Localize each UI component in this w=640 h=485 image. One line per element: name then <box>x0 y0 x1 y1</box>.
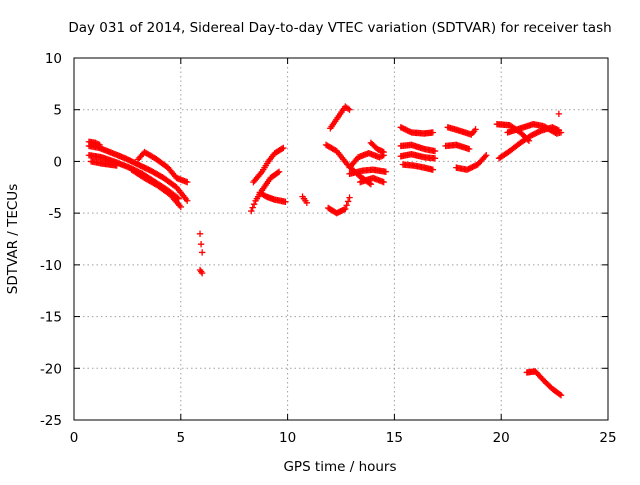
data-point-marker <box>197 240 205 248</box>
data-point-marker <box>249 204 256 211</box>
data-point-marker <box>431 147 439 155</box>
y-tick-label: -20 <box>40 361 62 377</box>
data-point-marker <box>303 199 311 206</box>
x-tick-label: 20 <box>493 430 510 446</box>
data-point-marker <box>376 154 383 161</box>
data-point-marker <box>196 230 204 238</box>
data-point-marker <box>257 170 264 177</box>
data-point-marker <box>481 153 489 160</box>
data-point-marker <box>198 249 206 256</box>
data-point-marker <box>346 106 353 113</box>
data-point-marker <box>280 144 287 152</box>
data-point-marker <box>113 162 120 169</box>
y-tick-label: 5 <box>53 103 62 119</box>
data-point-marker <box>380 178 387 186</box>
data-point-marker <box>275 168 283 175</box>
data-point-marker <box>380 148 387 156</box>
data-point-marker <box>429 166 437 173</box>
y-tick-label: 10 <box>45 51 62 67</box>
y-tick-label: -10 <box>40 258 62 274</box>
x-tick-label: 15 <box>386 430 403 446</box>
data-point-marker <box>465 145 473 153</box>
data-point-marker <box>472 126 479 133</box>
data-point-marker <box>274 169 282 176</box>
data-point-marker <box>282 198 289 205</box>
y-tick-label: -15 <box>40 310 62 326</box>
data-point-marker <box>93 140 100 147</box>
chart-title: Day 031 of 2014, Sidereal Day-to-day VTE… <box>68 20 611 36</box>
x-tick-label: 25 <box>599 430 616 446</box>
data-point-marker <box>198 269 206 277</box>
data-point-marker <box>95 140 102 148</box>
data-point-marker <box>557 129 565 136</box>
data-point-marker <box>483 152 490 159</box>
y-tick-label: 0 <box>53 154 62 170</box>
data-point-marker <box>342 205 349 213</box>
data-point-marker <box>197 268 205 275</box>
x-tick-label: 0 <box>70 430 79 446</box>
data-point-marker <box>346 194 353 201</box>
data-point-marker <box>429 129 437 136</box>
data-point-marker <box>367 180 375 188</box>
data-point-marker <box>278 145 286 152</box>
axis-ticks: 0 5 10 15 20 25 -25 -20 -15 -10 -5 0 5 10 <box>40 51 617 446</box>
data-point-marker <box>377 153 385 160</box>
x-tick-label: 10 <box>279 430 296 446</box>
data-point-marker <box>248 207 255 215</box>
data-points <box>85 103 565 399</box>
data-point-marker <box>343 202 350 209</box>
x-axis-label: GPS time / hours <box>283 459 396 475</box>
data-point-marker <box>96 141 103 149</box>
y-tick-label: -25 <box>40 413 62 429</box>
data-point-marker <box>344 198 352 205</box>
data-point-marker <box>557 391 565 399</box>
data-point-marker <box>92 139 99 147</box>
data-point-marker <box>184 178 191 186</box>
plot-frame <box>73 57 609 421</box>
data-point-marker <box>431 155 439 162</box>
data-point-marker <box>555 110 563 118</box>
data-point-marker <box>177 203 184 211</box>
data-point-marker <box>184 197 191 204</box>
y-axis-label: SDTVAR / TECUs <box>5 184 21 294</box>
data-point-marker <box>344 105 352 112</box>
x-tick-label: 5 <box>177 430 186 446</box>
data-point-marker <box>556 391 563 398</box>
data-point-marker <box>250 200 258 208</box>
y-tick-label: -5 <box>49 206 62 222</box>
data-point-marker <box>382 168 390 175</box>
